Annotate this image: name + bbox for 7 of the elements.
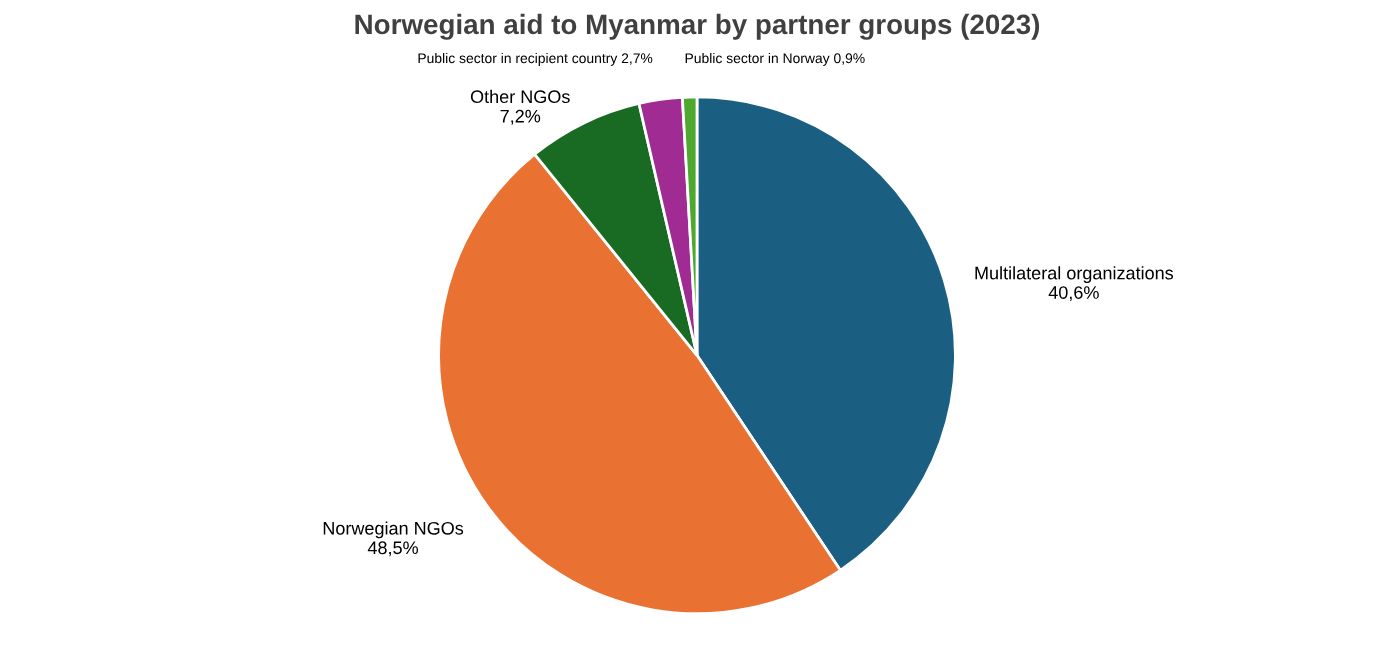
slice-label: Norwegian NGOs [323,521,464,539]
slice-label: Multilateral organizations [975,266,1174,284]
data-label: 7,2% [500,109,541,125]
chart-title: Norwegian aid to Myanmar by partner groups (2023) [355,13,1040,40]
data-label: 40,6% [1048,286,1099,302]
data-label: 48,5% [367,541,418,557]
slice-label: Other NGOs [470,89,570,104]
